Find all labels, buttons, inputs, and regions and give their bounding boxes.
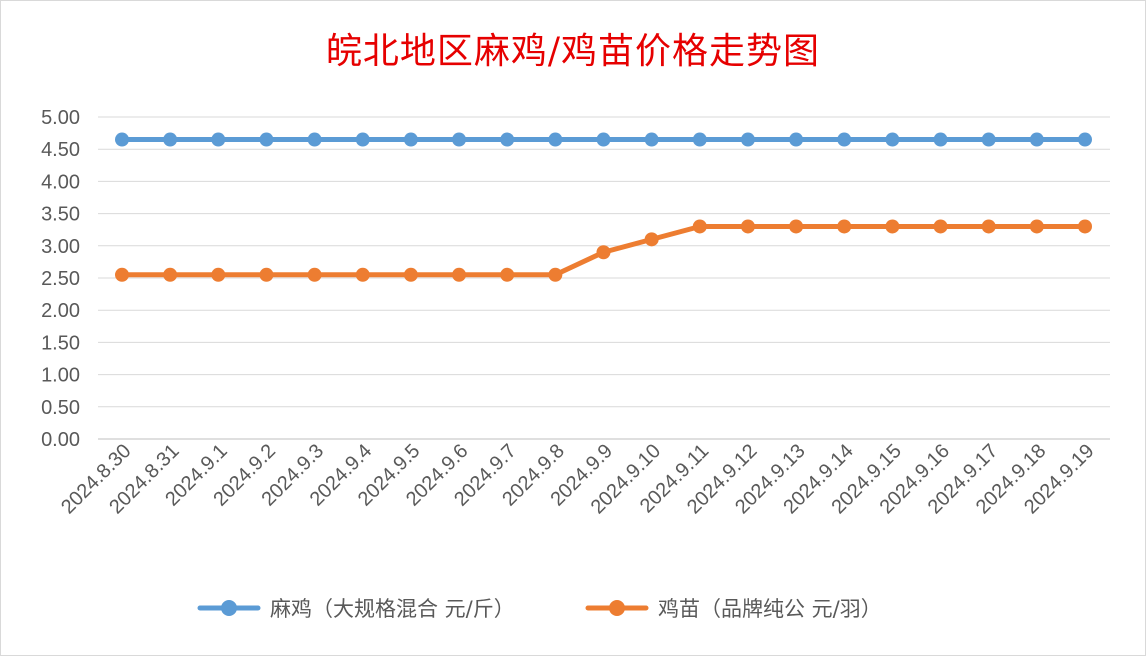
gridlines <box>98 116 1110 440</box>
y-tick-label: 2.50 <box>41 268 80 290</box>
data-point <box>163 267 178 282</box>
data-point <box>789 132 804 147</box>
data-point <box>644 232 659 247</box>
data-point <box>692 132 707 147</box>
data-point <box>885 132 900 147</box>
data-point <box>452 267 467 282</box>
series-layer <box>115 132 1092 282</box>
data-point <box>307 132 322 147</box>
y-axis: 0.00 0.50 1.00 1.50 2.00 2.50 3.00 3.50 4.00 4.50… <box>41 107 80 451</box>
data-point <box>837 219 852 234</box>
y-tick-label: 0.00 <box>41 429 80 451</box>
chart-title: 皖北地区麻鸡/鸡苗价格走势图 <box>325 31 821 72</box>
legend-item-2: 鸡苗（品牌纯公 元/羽） <box>585 597 882 621</box>
data-point <box>644 132 659 147</box>
data-point <box>115 267 129 282</box>
data-point <box>548 132 563 147</box>
data-point <box>885 219 900 234</box>
series-1 <box>115 132 1092 147</box>
data-point <box>403 267 418 282</box>
data-point <box>355 267 370 282</box>
legend-item-1: 麻鸡（大规格混合 元/斤） <box>197 597 515 621</box>
data-point <box>596 132 611 147</box>
data-point <box>259 267 274 282</box>
data-point <box>933 219 948 234</box>
y-tick-label: 1.00 <box>41 365 80 387</box>
data-point <box>115 132 129 147</box>
data-point <box>981 219 996 234</box>
y-tick-label: 5.00 <box>41 107 80 129</box>
data-point <box>307 267 322 282</box>
data-point <box>163 132 178 147</box>
x-axis: 2024.8.302024.8.312024.9.12024.9.22024.9… <box>57 440 1098 518</box>
data-point <box>981 132 996 147</box>
y-tick-label: 0.50 <box>41 397 80 419</box>
data-point <box>933 132 948 147</box>
data-point <box>1078 219 1092 234</box>
y-tick-label: 4.00 <box>41 171 80 193</box>
legend-swatch-marker <box>609 600 625 616</box>
data-point <box>596 245 611 260</box>
data-point <box>789 219 804 234</box>
data-point <box>837 132 852 147</box>
data-point <box>548 267 563 282</box>
series-2 <box>115 219 1092 282</box>
data-point <box>259 132 274 147</box>
data-point <box>500 132 515 147</box>
legend: 麻鸡（大规格混合 元/斤） 鸡苗（品牌纯公 元/羽） <box>197 597 882 621</box>
data-point <box>692 219 707 234</box>
data-point <box>1029 132 1044 147</box>
legend-label: 鸡苗（品牌纯公 元/羽） <box>658 597 882 621</box>
data-point <box>211 267 226 282</box>
data-point <box>500 267 515 282</box>
data-point <box>1078 132 1092 147</box>
y-tick-label: 1.50 <box>41 332 80 354</box>
y-tick-label: 3.00 <box>41 236 80 258</box>
y-tick-label: 4.50 <box>41 139 80 161</box>
legend-label: 麻鸡（大规格混合 元/斤） <box>270 597 515 621</box>
data-point <box>740 132 755 147</box>
legend-swatch-marker <box>221 600 237 616</box>
data-point <box>403 132 418 147</box>
y-tick-label: 3.50 <box>41 204 80 226</box>
data-point <box>452 132 467 147</box>
data-point <box>355 132 370 147</box>
data-point <box>1029 219 1044 234</box>
data-point <box>740 219 755 234</box>
data-point <box>211 132 226 147</box>
y-tick-label: 2.00 <box>41 300 80 322</box>
